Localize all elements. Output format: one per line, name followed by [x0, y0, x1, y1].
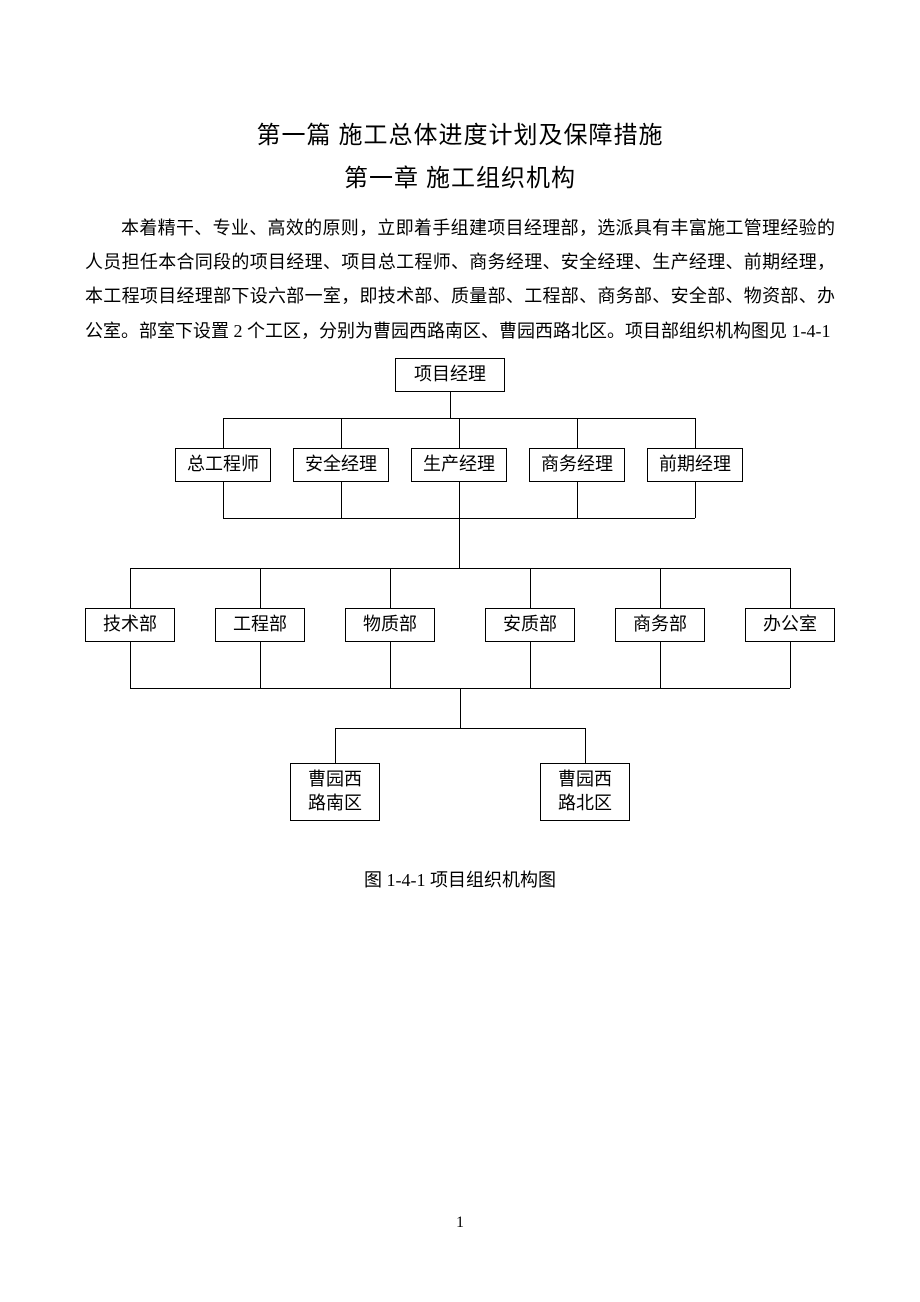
- chart-connector: [390, 568, 391, 608]
- chart-caption: 图 1-4-1 项目组织机构图: [85, 866, 835, 892]
- org-node-mgr1: 总工程师: [175, 448, 271, 482]
- chart-connector: [530, 568, 531, 608]
- chart-connector: [660, 568, 661, 608]
- org-node-dept3: 物质部: [345, 608, 435, 642]
- part-heading: 第一篇 施工总体进度计划及保障措施: [85, 115, 835, 150]
- org-node-mgr3: 生产经理: [411, 448, 507, 482]
- chart-connector: [660, 642, 661, 688]
- chart-connector: [335, 728, 336, 763]
- chart-connector: [260, 568, 261, 608]
- chart-connector: [341, 418, 342, 448]
- chart-connector: [459, 482, 460, 518]
- org-chart: 项目经理总工程师安全经理生产经理商务经理前期经理技术部 工程部 物质部 安质部 商务部 办…: [85, 358, 835, 848]
- org-node-root: 项目经理: [395, 358, 505, 392]
- chart-connector: [459, 518, 460, 568]
- chapter-heading: 第一章 施工组织机构: [85, 158, 835, 193]
- org-node-dept1: 技术部: [85, 608, 175, 642]
- chart-connector: [790, 642, 791, 688]
- org-node-dept6: 办公室: [745, 608, 835, 642]
- chart-connector: [130, 568, 131, 608]
- org-node-dept5: 商务部: [615, 608, 705, 642]
- chart-connector: [790, 568, 791, 608]
- org-node-zone2: 曹园西 路北区: [540, 763, 630, 821]
- intro-paragraph: 本着精干、专业、高效的原则，立即着手组建项目经理部，选派具有丰富施工管理经验的人…: [85, 211, 835, 348]
- org-node-zone1: 曹园西 路南区: [290, 763, 380, 821]
- chart-connector: [585, 728, 586, 763]
- chart-connector: [459, 418, 460, 448]
- chart-connector: [223, 418, 224, 448]
- chart-connector: [223, 482, 224, 518]
- page-number: 1: [0, 1214, 920, 1232]
- chart-connector: [460, 688, 461, 728]
- chart-connector: [130, 568, 790, 569]
- chart-connector: [390, 642, 391, 688]
- org-node-mgr5: 前期经理: [647, 448, 743, 482]
- chart-connector: [577, 418, 578, 448]
- chart-connector: [335, 728, 585, 729]
- chart-connector: [260, 642, 261, 688]
- chart-connector: [341, 482, 342, 518]
- org-node-dept2: 工程部: [215, 608, 305, 642]
- chart-connector: [577, 482, 578, 518]
- org-node-mgr2: 安全经理: [293, 448, 389, 482]
- chart-connector: [530, 642, 531, 688]
- chart-connector: [695, 482, 696, 518]
- org-node-dept4: 安质部: [485, 608, 575, 642]
- chart-connector: [695, 418, 696, 448]
- chart-connector: [450, 392, 451, 418]
- org-node-mgr4: 商务经理: [529, 448, 625, 482]
- chart-connector: [130, 642, 131, 688]
